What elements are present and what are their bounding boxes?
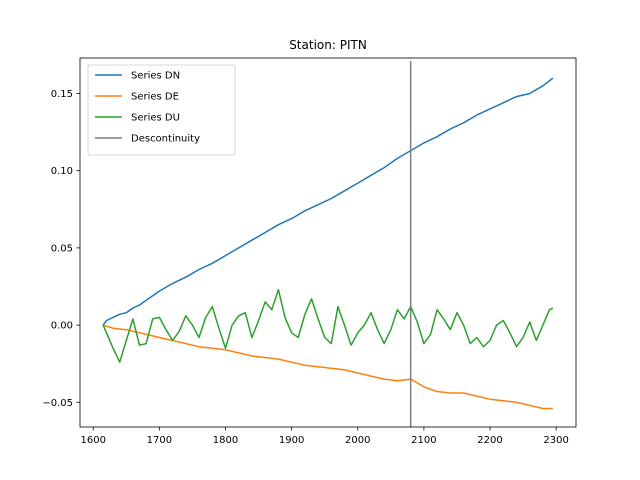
x-tick-label: 2200 [477,435,502,446]
series-line-3 [102,288,554,363]
plot-area [102,61,554,427]
legend-entry: Series DN [131,71,180,82]
x-tick-label: 2000 [345,435,370,446]
y-tick-label: 0.15 [51,89,73,100]
y-tick-label: −0.05 [42,398,73,409]
legend: Series DN Series DE Series DU Descontinuity [87,64,236,156]
x-tick-label: 1700 [147,435,172,446]
x-tick-label: 1600 [81,435,106,446]
y-tick-label: 0.10 [51,166,73,177]
series-line-2 [102,324,553,410]
legend-box [87,64,236,156]
chart-title: Station: PITN [289,38,367,52]
plot-frame [79,57,577,428]
x-tick-label: 1900 [279,435,304,446]
x-tick-label: 2100 [411,435,436,446]
legend-entry: Descontinuity [131,134,200,145]
legend-entry: Series DE [131,92,179,103]
y-tick-label: 0.00 [51,321,73,332]
x-tick-label: 2300 [543,435,568,446]
y-tick-label: 0.05 [51,243,73,254]
axes: 1600 1700 1800 1900 2000 2100 2200 2300 −0.05 0.0… [42,89,569,446]
series-line-1 [102,77,554,326]
x-tick-label: 1800 [213,435,238,446]
legend-entry: Series DU [131,113,180,124]
